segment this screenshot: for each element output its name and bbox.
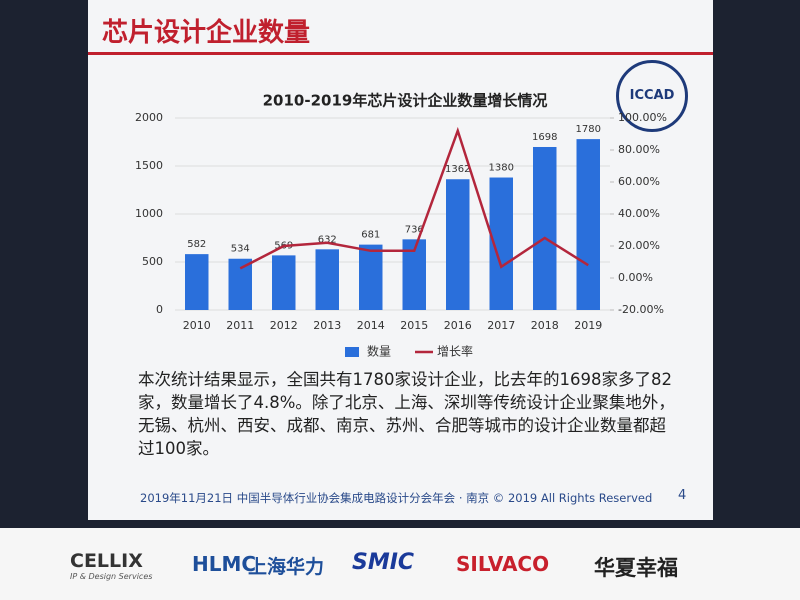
sponsor-strip: CELLIX IP & Design Services HLMC 上海华力 SM… <box>0 528 800 600</box>
bar <box>446 179 470 310</box>
value-label: 1780 <box>576 124 601 135</box>
y-tick-label: 2000 <box>135 111 163 124</box>
y2-tick-label: 80.00% <box>618 143 660 156</box>
x-tick-label: 2018 <box>531 319 559 332</box>
bar <box>359 244 383 310</box>
value-label: 736 <box>405 224 424 235</box>
legend-label: 增长率 <box>437 344 473 359</box>
x-tick-label: 2015 <box>400 319 428 332</box>
bar <box>272 255 296 310</box>
x-tick-label: 2012 <box>270 319 298 332</box>
value-label: 582 <box>187 239 206 250</box>
value-label: 681 <box>361 230 380 241</box>
y-tick-label: 500 <box>142 255 163 268</box>
logo: ICCAD <box>616 60 688 132</box>
chart-title: 2010-2019年芯片设计企业数量增长情况 <box>263 92 548 110</box>
paragraph: 本次统计结果显示，全国共有1780家设计企业，比去年的1698家多了82家，数量… <box>138 370 675 458</box>
value-label: 632 <box>318 234 337 245</box>
x-tick-label: 2010 <box>183 319 211 332</box>
title-rule <box>88 52 713 55</box>
slide: 芯片设计企业数量 ICCAD 本次统计结果显示，全国共有1780家设计企业，比去… <box>88 0 713 520</box>
legend-label: 数量 <box>367 344 391 359</box>
slide-title: 芯片设计企业数量 <box>102 18 311 48</box>
sponsor: SILVACO <box>456 552 550 576</box>
line <box>239 126 589 270</box>
bar <box>185 254 209 310</box>
y2-tick-label: 40.00% <box>618 207 660 220</box>
y2-tick-label: -20.00% <box>618 303 664 316</box>
bar <box>533 146 557 310</box>
x-tick-label: 2019 <box>574 319 602 332</box>
x-tick-label: 2014 <box>357 319 385 332</box>
value-label: 534 <box>231 244 250 255</box>
sponsor: IP & Design Services <box>70 572 153 581</box>
footer: 2019年11月21日 中国半导体行业协会集成电路设计分会年会 · 南京 © 2… <box>140 491 653 505</box>
bar <box>489 177 513 310</box>
sponsor: HLMC <box>192 552 257 576</box>
bar <box>315 249 339 310</box>
bar <box>576 139 600 310</box>
sponsor: SMIC <box>352 550 415 575</box>
legend-swatch <box>345 347 359 357</box>
sponsor: 上海华力 <box>248 556 325 578</box>
page-number: 4 <box>678 488 687 503</box>
y-tick-label: 1000 <box>135 207 163 220</box>
value-label: 1362 <box>445 164 470 175</box>
y2-tick-label: 0.00% <box>618 271 653 284</box>
value-label: 1698 <box>532 132 557 143</box>
sponsor: CELLIX <box>70 550 143 572</box>
y-tick-label: 0 <box>156 303 163 316</box>
x-tick-label: 2011 <box>226 319 254 332</box>
x-tick-label: 2013 <box>313 319 341 332</box>
y2-tick-label: 20.00% <box>618 239 660 252</box>
bar <box>228 258 252 310</box>
y2-tick-label: 100.00% <box>618 111 667 124</box>
y-tick-label: 1500 <box>135 159 163 172</box>
sponsor: 华夏幸福 <box>594 556 678 580</box>
y2-tick-label: 60.00% <box>618 175 660 188</box>
x-tick-label: 2016 <box>444 319 472 332</box>
x-tick-label: 2017 <box>487 319 515 332</box>
bar <box>402 239 426 310</box>
value-label: 1380 <box>489 163 514 174</box>
